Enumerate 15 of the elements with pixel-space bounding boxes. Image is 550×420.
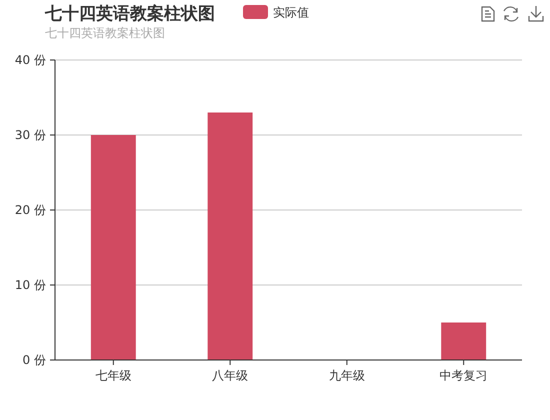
x-tick-label: 八年级 <box>212 368 248 383</box>
legend-label: 实际值 <box>273 6 309 20</box>
x-tick-label: 七年级 <box>95 368 132 383</box>
y-tick-label: 40 份 <box>14 52 46 67</box>
x-tick-label: 中考复习 <box>440 368 488 383</box>
bar <box>90 135 136 360</box>
chart-title: 七十四英语教案柱状图 <box>44 3 215 24</box>
bar <box>208 112 253 360</box>
chart-subtitle: 七十四英语教案柱状图 <box>45 26 165 40</box>
y-tick-label: 10 份 <box>14 278 46 292</box>
bar <box>441 322 486 360</box>
y-tick-label: 0 份 <box>22 352 46 367</box>
x-tick-label: 九年级 <box>328 368 365 383</box>
y-tick-label: 30 份 <box>14 128 46 142</box>
y-tick-label: 20 份 <box>14 202 46 217</box>
